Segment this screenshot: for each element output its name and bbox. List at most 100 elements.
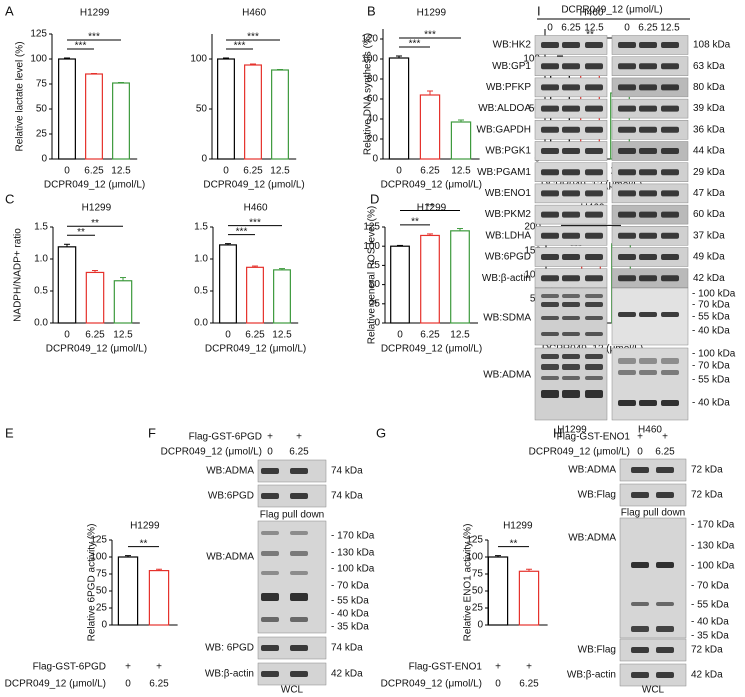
y-axis-label: Relative general ROS level (%)	[367, 206, 378, 344]
x-tick-label: 12.5	[272, 330, 292, 341]
blot-band	[541, 354, 559, 359]
x-tick-label: 0	[495, 679, 501, 690]
blot-band	[585, 63, 603, 70]
ladder-label: - 170 kDa	[691, 520, 735, 531]
size-label: 74 kDa	[331, 466, 363, 477]
blot-label: WB:PFKP	[486, 82, 531, 93]
blot-band	[290, 551, 308, 556]
blot-band	[261, 493, 279, 499]
ladder-label: - 55 kDa	[691, 600, 729, 611]
y-tick-label: 25	[369, 298, 381, 309]
size-label: 39 kDa	[693, 103, 725, 114]
blot	[611, 347, 689, 421]
blot-band	[562, 190, 580, 197]
y-tick-label: 0	[477, 620, 483, 631]
blot-band	[618, 211, 636, 218]
blot-band	[541, 254, 559, 260]
size-label: 72 kDa	[691, 645, 723, 656]
size-label: 42 kDa	[693, 273, 725, 284]
y-tick-label: 0	[372, 154, 378, 165]
bar	[219, 244, 237, 324]
blot-label: WB:PGK1	[485, 146, 531, 157]
blot-band	[562, 148, 580, 154]
y-tick-label: 50	[196, 104, 208, 115]
bar	[85, 73, 103, 160]
dose-label: 6.25	[561, 23, 581, 34]
x-tick-label: 12.5	[450, 330, 470, 341]
blot-band	[618, 400, 636, 406]
blot-band	[562, 275, 580, 282]
ladder-label: - 100 kDa	[692, 349, 736, 360]
blot-band	[562, 376, 580, 380]
blot-band	[639, 42, 657, 48]
x-tick-label: 6.25	[519, 679, 539, 690]
blot-band	[585, 354, 603, 359]
cell-line-label: H460	[638, 425, 662, 436]
blot-band	[661, 211, 679, 218]
wcl-label: WCL	[281, 685, 304, 696]
y-tick-label: 75	[472, 569, 484, 580]
blot-label: WB:LDHA	[485, 230, 531, 241]
ladder-label: - 170 kDa	[331, 531, 375, 542]
blot-band	[618, 148, 636, 154]
blot-band	[656, 602, 674, 606]
blot-band	[661, 400, 679, 406]
bar	[390, 245, 410, 324]
blot-band	[562, 354, 580, 359]
y-tick-label: 100	[466, 552, 483, 563]
x-axis-label: DCPR049_12 (μmol/L)	[381, 679, 482, 690]
y-tick-label: 120	[361, 34, 378, 45]
y-axis-label: Relative 6PGD activity (%)	[87, 524, 98, 642]
blot-band	[631, 626, 649, 632]
bar	[113, 280, 133, 324]
bar	[271, 69, 289, 160]
blot-band	[585, 211, 603, 218]
ladder-label: - 100 kDa	[692, 289, 736, 300]
blot-band	[585, 364, 603, 370]
blot-band	[541, 364, 559, 370]
y-tick-label: 125	[466, 535, 483, 546]
blot-band	[618, 42, 636, 48]
blot-label: WB:ADMA	[206, 552, 254, 563]
y-tick-label: 125	[90, 535, 107, 546]
chart-title: H1299	[417, 203, 447, 214]
y-tick-label: 75	[369, 260, 381, 271]
x-tick-label: 6.25	[420, 166, 440, 177]
blot-band	[261, 593, 279, 601]
x-tick-label: 0	[396, 166, 402, 177]
blot-band	[661, 190, 679, 197]
blot-band	[661, 370, 679, 375]
row-value: +	[125, 662, 131, 673]
ladder-label: - 40 kDa	[691, 617, 729, 628]
blot-band	[639, 254, 657, 260]
blot-band	[661, 84, 679, 91]
dose-label: 0	[624, 23, 630, 34]
x-tick-label: 6.25	[149, 679, 169, 690]
treatment-value: +	[267, 432, 273, 443]
blot-band	[618, 169, 636, 176]
x-axis-label: DCPR049_12 (μmol/L)	[46, 344, 147, 355]
chart-title: H1299	[130, 521, 160, 532]
ladder-label: - 40 kDa	[692, 398, 730, 409]
significance-label: ***	[236, 226, 248, 237]
size-label: 108 kDa	[693, 40, 731, 51]
blot-band	[631, 647, 649, 653]
significance-label: ***	[247, 32, 259, 43]
blot-band	[661, 42, 679, 48]
blot	[619, 517, 687, 639]
blot-band	[562, 42, 580, 48]
blot-band	[290, 571, 308, 575]
blot-band	[585, 390, 603, 398]
size-label: 36 kDa	[693, 124, 725, 135]
x-tick-label: 6.25	[245, 330, 265, 341]
panel-label: C	[5, 191, 14, 206]
treatment-value: +	[296, 432, 302, 443]
y-tick-label: 50	[472, 586, 484, 597]
chart-title: H1299	[503, 521, 533, 532]
blot-band	[541, 148, 559, 154]
blot-band	[562, 169, 580, 176]
blot-band	[639, 232, 657, 239]
blot-label: WB:ADMA	[206, 466, 254, 477]
ladder-label: - 70 kDa	[692, 300, 730, 311]
x-tick-label: 6.25	[85, 330, 105, 341]
